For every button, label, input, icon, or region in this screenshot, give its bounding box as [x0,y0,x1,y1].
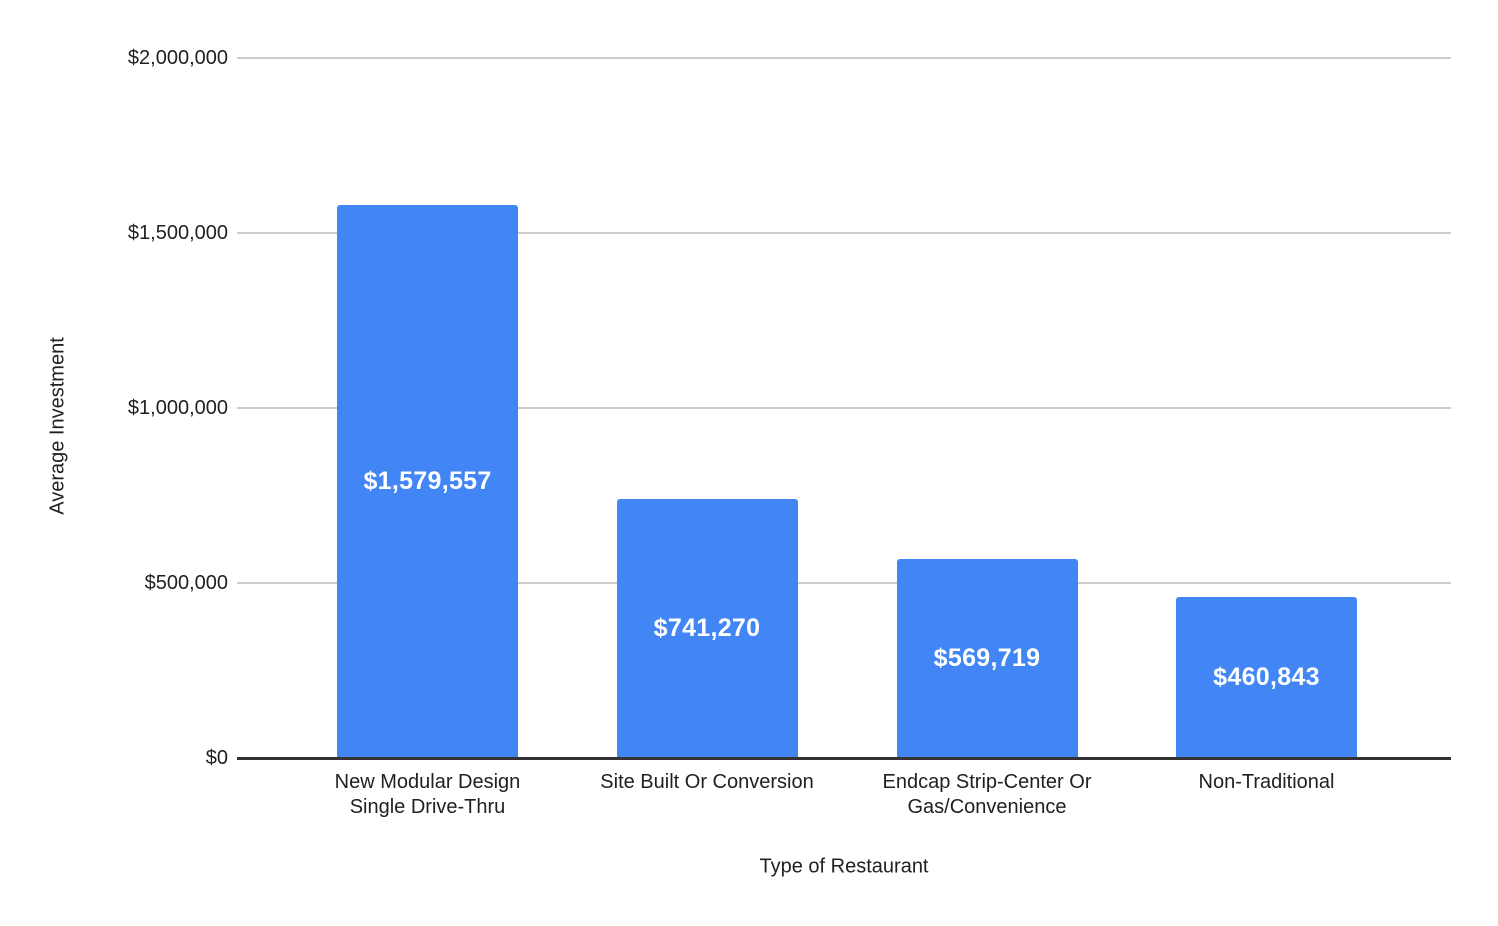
x-category-label-line: Site Built Or Conversion [600,771,814,793]
bar: $569,719 [896,559,1078,758]
y-tick-label: $500,000 [144,572,228,594]
x-axis-baseline [237,757,1451,760]
gridline [237,582,1451,584]
bar-value-label: $460,843 [1213,663,1320,691]
x-category-label-line: Gas/Convenience [907,796,1067,818]
y-axis-title: Average Investment [46,337,69,515]
x-category-label: Non-Traditional [1147,770,1387,795]
bar: $741,270 [616,499,798,758]
bar-value-label: $569,719 [933,644,1041,672]
y-tick-label: $1,000,000 [127,397,228,419]
bar: $460,843 [1176,597,1357,758]
x-category-label-line: New Modular Design [334,771,521,793]
x-axis-title: Type of Restaurant [759,855,929,878]
y-tick-label: $2,000,000 [127,47,228,69]
y-tick-label: $1,500,000 [127,222,228,244]
gridline [237,57,1451,59]
bar-value-label: $741,270 [653,614,761,642]
x-category-label: New Modular Design Single Drive-Thru [308,770,548,820]
x-category-label: Site Built Or Conversion [587,770,827,795]
bar: $1,579,557 [337,205,518,758]
x-category-label-line: Single Drive-Thru [349,796,506,818]
x-category-label: Endcap Strip-Center Or Gas/Convenience [867,770,1107,820]
plot-area: $1,579,557 $741,270 $569,719 $460,843 [237,57,1451,760]
bar-value-label: $1,579,557 [363,467,492,495]
x-category-label-line: Non-Traditional [1198,771,1335,793]
y-tick-label: $0 [205,747,228,769]
gridline [237,232,1451,234]
gridline [237,407,1451,409]
x-category-label-line: Endcap Strip-Center Or [882,771,1092,793]
